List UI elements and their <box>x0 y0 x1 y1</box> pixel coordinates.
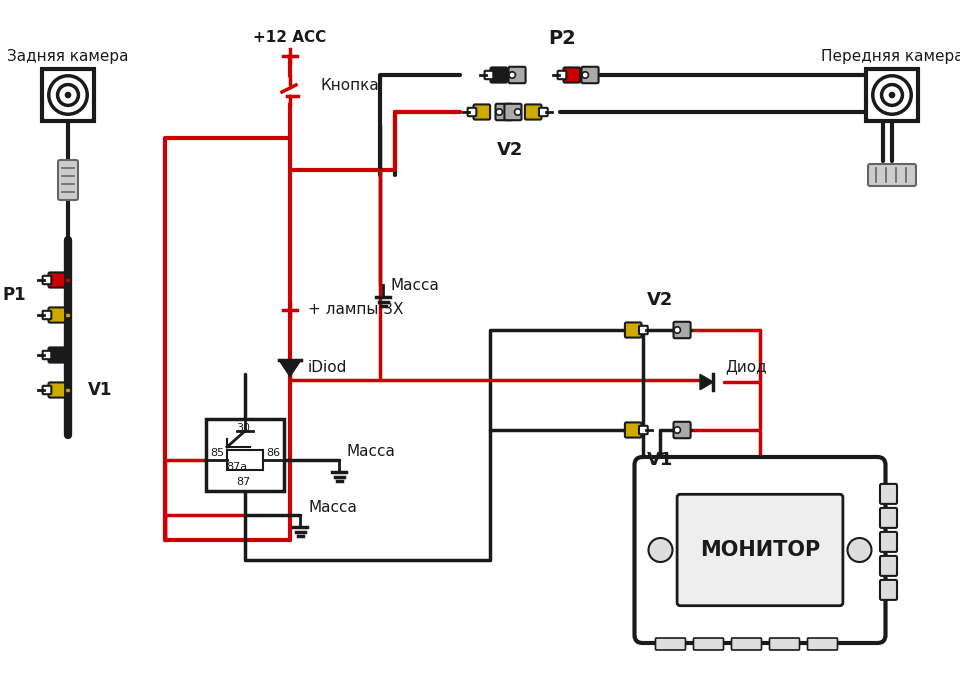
Text: Задняя камера: Задняя камера <box>8 50 129 64</box>
Circle shape <box>848 538 872 562</box>
Text: 85: 85 <box>210 448 224 458</box>
Text: Кнопка: Кнопка <box>320 78 379 94</box>
FancyBboxPatch shape <box>509 66 525 83</box>
Circle shape <box>496 108 502 116</box>
Circle shape <box>674 327 681 333</box>
FancyBboxPatch shape <box>635 457 885 643</box>
FancyBboxPatch shape <box>49 272 65 288</box>
Text: 87a: 87a <box>227 462 248 472</box>
FancyBboxPatch shape <box>807 638 837 650</box>
Text: P1: P1 <box>2 286 26 304</box>
Text: V1: V1 <box>87 381 112 399</box>
FancyBboxPatch shape <box>732 638 761 650</box>
Bar <box>206 419 284 491</box>
FancyBboxPatch shape <box>42 386 51 394</box>
Circle shape <box>649 538 673 562</box>
Circle shape <box>889 92 895 97</box>
FancyBboxPatch shape <box>639 326 648 334</box>
FancyBboxPatch shape <box>42 311 51 319</box>
FancyBboxPatch shape <box>525 104 541 120</box>
Polygon shape <box>700 374 713 390</box>
Text: iDiod: iDiod <box>308 360 348 375</box>
FancyBboxPatch shape <box>58 160 78 200</box>
Text: Масса: Масса <box>308 500 357 514</box>
Text: МОНИТОР: МОНИТОР <box>700 540 820 560</box>
FancyBboxPatch shape <box>880 580 897 600</box>
FancyBboxPatch shape <box>674 322 690 338</box>
FancyBboxPatch shape <box>49 347 65 363</box>
Polygon shape <box>279 360 301 377</box>
FancyBboxPatch shape <box>639 426 648 434</box>
FancyBboxPatch shape <box>880 484 897 504</box>
FancyBboxPatch shape <box>42 276 51 284</box>
Text: 30: 30 <box>236 423 250 433</box>
FancyBboxPatch shape <box>880 508 897 528</box>
FancyBboxPatch shape <box>473 104 491 120</box>
Text: Масса: Масса <box>347 444 396 459</box>
Text: 87: 87 <box>236 477 251 487</box>
Text: Масса: Масса <box>391 277 440 293</box>
FancyBboxPatch shape <box>677 494 843 606</box>
FancyBboxPatch shape <box>468 108 476 116</box>
Text: Передняя камера: Передняя камера <box>821 50 960 64</box>
Circle shape <box>65 92 71 97</box>
FancyBboxPatch shape <box>625 422 641 438</box>
Text: V1: V1 <box>647 451 673 469</box>
Circle shape <box>582 72 588 78</box>
Text: 86: 86 <box>266 448 280 458</box>
FancyBboxPatch shape <box>868 164 916 186</box>
FancyBboxPatch shape <box>625 323 641 337</box>
Text: +12 ACC: +12 ACC <box>253 31 326 46</box>
FancyBboxPatch shape <box>504 104 521 120</box>
FancyBboxPatch shape <box>49 382 65 398</box>
FancyBboxPatch shape <box>539 108 548 116</box>
FancyBboxPatch shape <box>674 422 690 438</box>
FancyBboxPatch shape <box>495 104 513 120</box>
Circle shape <box>674 427 681 433</box>
FancyBboxPatch shape <box>693 638 724 650</box>
Text: + лампы 3X: + лампы 3X <box>308 302 403 318</box>
Bar <box>866 69 918 121</box>
Text: V2: V2 <box>647 291 673 309</box>
FancyBboxPatch shape <box>582 66 599 83</box>
FancyBboxPatch shape <box>880 532 897 552</box>
FancyBboxPatch shape <box>770 638 800 650</box>
FancyBboxPatch shape <box>485 71 493 79</box>
FancyBboxPatch shape <box>564 67 580 83</box>
Text: V2: V2 <box>497 141 523 159</box>
FancyBboxPatch shape <box>656 638 685 650</box>
FancyBboxPatch shape <box>42 351 51 359</box>
Circle shape <box>515 108 521 116</box>
FancyBboxPatch shape <box>558 71 566 79</box>
FancyBboxPatch shape <box>880 556 897 576</box>
Bar <box>227 450 263 470</box>
Circle shape <box>509 72 516 78</box>
FancyBboxPatch shape <box>491 67 507 83</box>
Bar <box>42 69 94 121</box>
Text: P2: P2 <box>548 29 576 48</box>
FancyBboxPatch shape <box>49 307 65 323</box>
Text: Диод: Диод <box>725 360 767 374</box>
